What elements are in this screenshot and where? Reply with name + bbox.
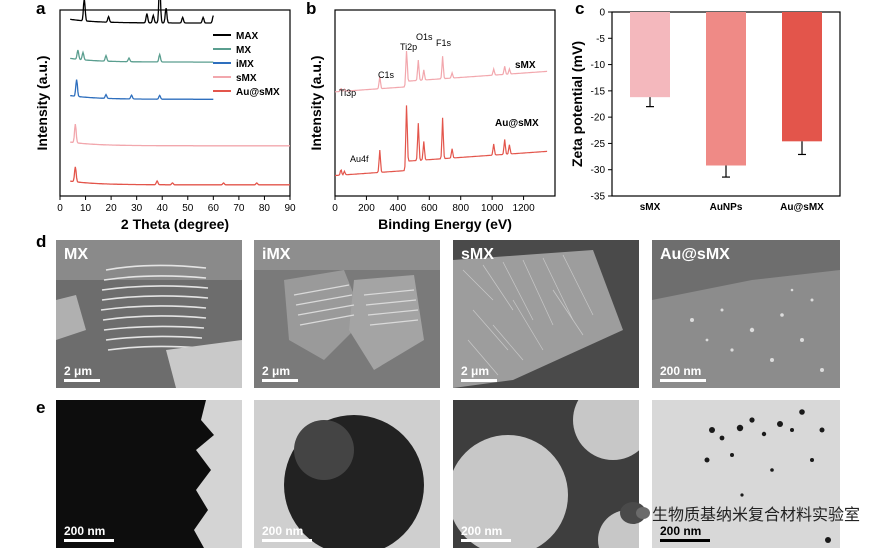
x-tick-label: 0 — [332, 203, 338, 214]
bar — [630, 12, 670, 98]
tem-image-smx: 200 nm — [453, 400, 639, 548]
panel-label-e: e — [36, 398, 46, 417]
y-tick-label: -35 — [591, 192, 606, 203]
watermark-text: 生物质基纳米复合材料实验室 — [651, 507, 860, 524]
series-label: sMX — [515, 60, 536, 71]
x-tick-label: 0 — [57, 203, 63, 214]
sem-label: Au@sMX — [660, 246, 730, 263]
peak-annotation: Au4f — [350, 154, 369, 164]
bar — [706, 12, 746, 166]
y-axis-label: Zeta potential (mV) — [570, 41, 585, 167]
scale-bar: 200 nm — [461, 524, 511, 542]
peak-annotation: O1s — [416, 32, 433, 42]
panel-label-b: b — [306, 0, 317, 18]
x-tick-label: 1000 — [481, 203, 504, 214]
tem-image-au-smx: 200 nm — [652, 400, 840, 548]
x-tick-label: 20 — [106, 203, 118, 214]
bar — [782, 12, 822, 142]
category-label: AuNPs — [710, 202, 743, 213]
peak-annotation: Ti2p — [400, 42, 417, 52]
sem-image-smx: sMX 2 μm — [453, 240, 639, 388]
watermark: 生物质基纳米复合材料实验室 — [619, 501, 860, 525]
series-line — [70, 0, 214, 24]
sem-label: iMX — [262, 246, 291, 263]
series-line — [335, 50, 548, 93]
series-line — [335, 105, 548, 177]
scale-bar: 200 nm — [262, 524, 312, 542]
x-tick-label: 90 — [284, 203, 296, 214]
x-tick-label: 50 — [182, 203, 194, 214]
xrd-chart: 0 10 20 30 40 50 60 70 80 90 2 Theta (degree) Inten… — [34, 0, 296, 232]
peak-annotation: Ti3p — [339, 88, 356, 98]
y-tick-label: -30 — [591, 165, 606, 176]
scale-bar: 2 μm — [461, 364, 497, 382]
sem-label: MX — [64, 246, 88, 263]
x-tick-label: 70 — [233, 203, 245, 214]
panel-label-c: c — [575, 0, 585, 18]
x-tick-label: 40 — [157, 203, 169, 214]
x-tick-label: 800 — [452, 203, 469, 214]
y-tick-label: -20 — [591, 113, 606, 124]
sem-image-imx: iMX 2 μm — [254, 240, 440, 388]
x-tick-label: 1200 — [512, 203, 535, 214]
sem-image-au-smx: Au@sMX 200 nm — [652, 240, 840, 388]
legend-label: MAX — [236, 31, 259, 42]
peak-annotation: C1s — [378, 70, 395, 80]
legend-label: sMX — [236, 73, 257, 84]
y-tick-label: -5 — [596, 34, 605, 45]
x-tick-label: 400 — [390, 203, 407, 214]
scale-bar: 200 nm — [64, 524, 114, 542]
legend-label: MX — [236, 45, 251, 56]
legend-label: Au@sMX — [236, 87, 280, 98]
x-axis-label: 2 Theta (degree) — [121, 216, 229, 232]
sem-image-mx: MX 2 μm — [56, 240, 242, 388]
series-line — [70, 79, 214, 100]
category-label: sMX — [640, 202, 661, 213]
x-tick-label: 80 — [259, 203, 271, 214]
scale-bar: 2 μm — [262, 364, 298, 382]
x-tick-label: 60 — [208, 203, 220, 214]
x-tick-label: 10 — [80, 203, 92, 214]
y-axis-label: Intensity (a.u.) — [308, 56, 324, 151]
series-line — [70, 49, 214, 63]
scale-bar: 200 nm — [660, 364, 706, 382]
wechat-icon — [619, 502, 650, 524]
scale-bar: 2 μm — [64, 364, 100, 382]
legend-label: iMX — [236, 59, 254, 70]
panel-label-a: a — [36, 0, 46, 18]
x-tick-label: 30 — [131, 203, 143, 214]
tem-image-mx: 200 nm — [56, 400, 242, 548]
tem-image-imx: 200 nm — [254, 400, 440, 548]
y-tick-label: -10 — [591, 60, 606, 71]
panel-label-d: d — [36, 232, 47, 251]
series-label: Au@sMX — [495, 118, 539, 129]
x-axis-label: Binding Energy (eV) — [378, 216, 512, 232]
sem-label: sMX — [461, 246, 494, 263]
y-tick-label: -15 — [591, 86, 606, 97]
y-tick-label: -25 — [591, 139, 606, 150]
x-tick-label: 600 — [421, 203, 438, 214]
zeta-chart: 0 -5 -10 -15 -20 -25 -30 -35 Zeta potential (mV)… — [570, 8, 841, 213]
series-line — [70, 166, 290, 186]
y-tick-label: 0 — [599, 8, 605, 19]
x-tick-label: 200 — [358, 203, 375, 214]
series-line — [70, 124, 290, 147]
plot-frame — [59, 9, 291, 197]
peak-annotation: F1s — [436, 38, 452, 48]
y-axis-label: Intensity (a.u.) — [34, 56, 50, 151]
scale-bar: 200 nm — [660, 524, 710, 542]
category-label: Au@sMX — [780, 202, 824, 213]
plot-frame — [334, 9, 556, 197]
